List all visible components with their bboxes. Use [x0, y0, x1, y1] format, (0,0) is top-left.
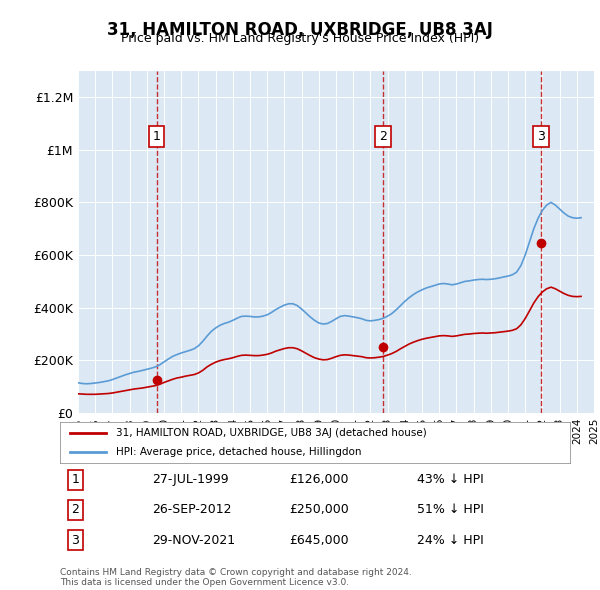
Text: HPI: Average price, detached house, Hillingdon: HPI: Average price, detached house, Hill…	[116, 447, 362, 457]
Text: 43% ↓ HPI: 43% ↓ HPI	[417, 473, 484, 486]
Text: Price paid vs. HM Land Registry's House Price Index (HPI): Price paid vs. HM Land Registry's House …	[121, 32, 479, 45]
Text: 24% ↓ HPI: 24% ↓ HPI	[417, 534, 484, 547]
Text: £126,000: £126,000	[290, 473, 349, 486]
Text: This data is licensed under the Open Government Licence v3.0.: This data is licensed under the Open Gov…	[60, 578, 349, 587]
Text: 26-SEP-2012: 26-SEP-2012	[152, 503, 232, 516]
Text: £645,000: £645,000	[290, 534, 349, 547]
Text: 2: 2	[71, 503, 79, 516]
Text: Contains HM Land Registry data © Crown copyright and database right 2024.: Contains HM Land Registry data © Crown c…	[60, 568, 412, 576]
Text: £250,000: £250,000	[290, 503, 349, 516]
Text: 29-NOV-2021: 29-NOV-2021	[152, 534, 235, 547]
Text: 51% ↓ HPI: 51% ↓ HPI	[417, 503, 484, 516]
Text: 31, HAMILTON ROAD, UXBRIDGE, UB8 3AJ: 31, HAMILTON ROAD, UXBRIDGE, UB8 3AJ	[107, 21, 493, 39]
Text: 27-JUL-1999: 27-JUL-1999	[152, 473, 229, 486]
Text: 1: 1	[152, 130, 161, 143]
Text: 3: 3	[537, 130, 545, 143]
Text: 2: 2	[379, 130, 387, 143]
Text: 1: 1	[71, 473, 79, 486]
Text: 3: 3	[71, 534, 79, 547]
Text: 31, HAMILTON ROAD, UXBRIDGE, UB8 3AJ (detached house): 31, HAMILTON ROAD, UXBRIDGE, UB8 3AJ (de…	[116, 428, 427, 438]
